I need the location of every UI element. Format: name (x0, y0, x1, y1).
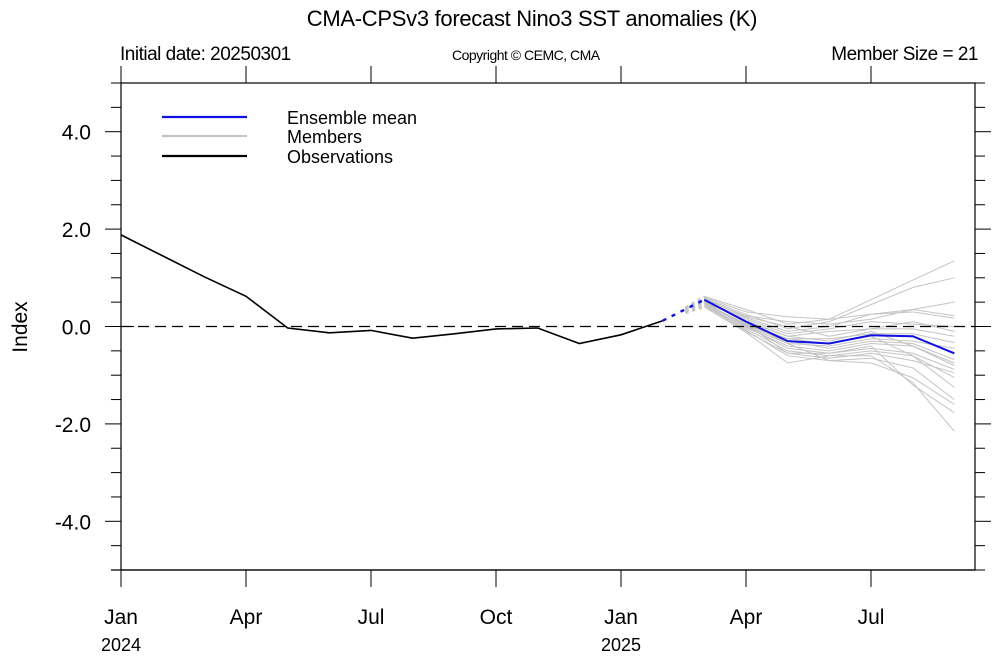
y-tick-label: -2.0 (55, 414, 91, 437)
member-lines (685, 260, 955, 432)
y-axis-title: Index (9, 301, 32, 353)
member-size-label: Member Size = 21 (831, 44, 978, 65)
member-line-4 (704, 299, 955, 325)
initial-date-label: Initial date: 20250301 (120, 44, 291, 65)
y-tick-label: 0.0 (62, 317, 91, 340)
x-year-label: 2025 (601, 635, 641, 655)
member-line-16 (704, 301, 955, 405)
member-line-2 (704, 277, 955, 330)
legend-label-observations: Observations (287, 147, 393, 167)
x-tick-label: Jul (358, 606, 385, 629)
legend-label-members: Members (287, 127, 362, 147)
member-line-5 (704, 300, 955, 332)
y-tick-label: 4.0 (62, 122, 91, 145)
member-line-6 (704, 301, 955, 335)
legend-label-ensemble-mean: Ensemble mean (287, 108, 417, 128)
x-tick-label: Oct (480, 606, 513, 629)
ensemble-mean-connector (662, 298, 705, 322)
ensemble-mean-line (703, 298, 955, 355)
member-line-17 (704, 304, 955, 414)
x-tick-label: Jan (604, 606, 638, 629)
member-connector-18 (685, 306, 705, 315)
axes: 4.0 2.0 0.0 -2.0 -4.0 Jan 2024 Apr Jul Oct Jan 2025… (55, 66, 991, 655)
member-line-14 (704, 302, 955, 374)
x-tick-label: Jul (858, 606, 885, 629)
ensemble-mean-group (662, 298, 955, 355)
chart-title: CMA-CPSv3 forecast Nino3 SST anomalies (… (306, 6, 758, 31)
x-tick-label: Jan (104, 606, 138, 629)
member-line-18 (704, 306, 955, 432)
copyright-label: Copyright © CEMC, CMA (452, 47, 600, 63)
observation-line (120, 234, 663, 345)
member-connector-19 (685, 302, 705, 313)
y-tick-label: 2.0 (62, 219, 91, 242)
x-tick-label: Apr (230, 606, 263, 629)
y-tick-label: -4.0 (55, 511, 91, 534)
member-line-21 (704, 298, 955, 337)
x-tick-label: Apr (730, 606, 763, 629)
observation-line-group (120, 234, 663, 345)
legend: Ensemble mean Members Observations (162, 108, 417, 167)
x-year-label: 2024 (101, 635, 141, 655)
